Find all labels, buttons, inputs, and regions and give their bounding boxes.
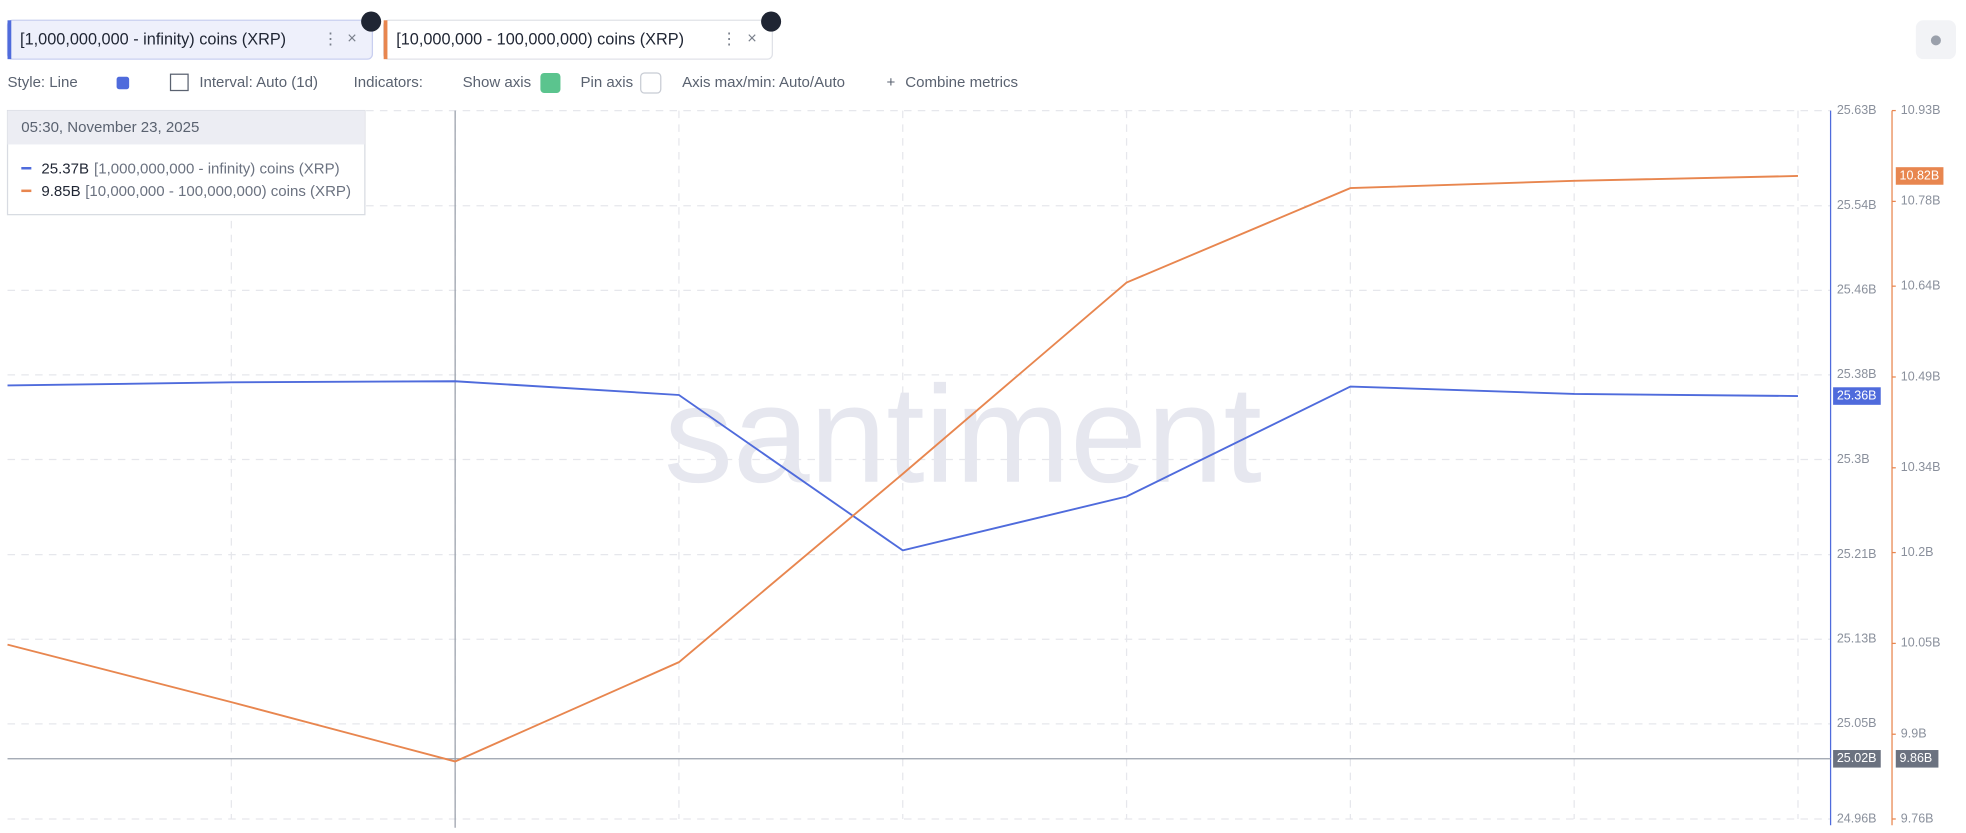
- tab-close[interactable]: ×: [347, 29, 357, 47]
- crosshair-badge: [1833, 750, 1881, 768]
- tooltip-series: [10,000,000 - 100,000,000) coins (XRP): [85, 183, 351, 200]
- y2-tick-label: 10.2B: [1901, 545, 1934, 559]
- y-tick-label: 25.63B: [1837, 103, 1877, 117]
- tab-remove[interactable]: [761, 11, 782, 32]
- end-label: 10.82B: [1900, 168, 1940, 182]
- y2-tick-label: 10.34B: [1901, 460, 1941, 474]
- y-tick-label: 25.13B: [1837, 632, 1877, 646]
- crosshair-badge: [1895, 750, 1939, 768]
- end-badge: [1833, 387, 1881, 405]
- settings-icon: [1930, 35, 1941, 46]
- pin-axis[interactable]: Pin axis: [581, 74, 634, 91]
- end-label: 25.36B: [1837, 388, 1877, 402]
- tooltip-date: 05:30, November 23, 2025: [21, 119, 199, 136]
- y2-tick-label: 10.05B: [1901, 636, 1941, 650]
- y2-tick-label: 10.93B: [1901, 103, 1941, 117]
- tab-accent: [7, 20, 12, 60]
- color-select[interactable]: [116, 76, 130, 90]
- tab-close[interactable]: ×: [747, 29, 757, 47]
- y-tick-label: 25.21B: [1837, 547, 1877, 561]
- y2-tick-label: 9.76B: [1901, 811, 1934, 825]
- tooltip-value: 9.85B: [41, 183, 80, 200]
- tab-label[interactable]: [1,000,000,000 - infinity) coins (XRP): [20, 31, 286, 49]
- y-tick-label: 25.38B: [1837, 367, 1877, 381]
- combine-metrics[interactable]: Combine metrics: [905, 74, 1018, 91]
- end-badge: [1895, 167, 1944, 185]
- tab-menu[interactable]: ⋮: [721, 31, 737, 49]
- tab-label[interactable]: [10,000,000 - 100,000,000) coins (XRP): [396, 31, 684, 49]
- watermark: santiment: [664, 358, 1262, 512]
- pin-axis-checkbox[interactable]: [640, 72, 662, 94]
- series-line: [7, 380, 1798, 552]
- tab-accent: [383, 20, 388, 60]
- tooltip-header: [7, 110, 365, 145]
- y2-tick-label: 10.64B: [1901, 278, 1941, 292]
- style-select[interactable]: Style: Line: [8, 74, 78, 91]
- y2-tick-label: 9.9B: [1901, 727, 1927, 741]
- show-axis-checkbox[interactable]: [540, 72, 561, 94]
- overlay: 25.02B 9.86B 25.36B 10.82B: [7, 110, 1944, 828]
- y-tick-label: 25.46B: [1837, 283, 1877, 297]
- tooltip-value: 25.37B: [41, 160, 89, 177]
- y-tick-label: 25.3B: [1837, 452, 1870, 466]
- tab-remove[interactable]: [361, 11, 382, 32]
- combine-icon: +: [886, 74, 895, 91]
- crosshair-label: 25.02B: [1837, 751, 1877, 765]
- interval-icon: [169, 73, 189, 92]
- y-tick-label: 24.96B: [1837, 811, 1877, 825]
- plot: 24.96B 25.05B 25.13B 25.21B 25.3B 25.38B 25.46…: [7, 103, 1941, 825]
- interval-select[interactable]: Interval: Auto (1d): [199, 74, 318, 91]
- y2-tick-label: 10.49B: [1901, 369, 1941, 383]
- tab-menu[interactable]: ⋮: [322, 31, 338, 49]
- series-line: [7, 175, 1799, 763]
- indicators-select[interactable]: Indicators:: [354, 74, 423, 91]
- y2-tick-label: 10.78B: [1901, 194, 1941, 208]
- crosshair-label: 9.86B: [1900, 751, 1933, 765]
- tooltip-series: [1,000,000,000 - infinity) coins (XRP): [94, 160, 340, 177]
- axis-maxmin[interactable]: Axis max/min: Auto/Auto: [682, 74, 845, 91]
- show-axis[interactable]: Show axis: [463, 74, 532, 91]
- y-tick-label: 25.54B: [1837, 198, 1877, 212]
- y-tick-label: 25.05B: [1837, 716, 1877, 730]
